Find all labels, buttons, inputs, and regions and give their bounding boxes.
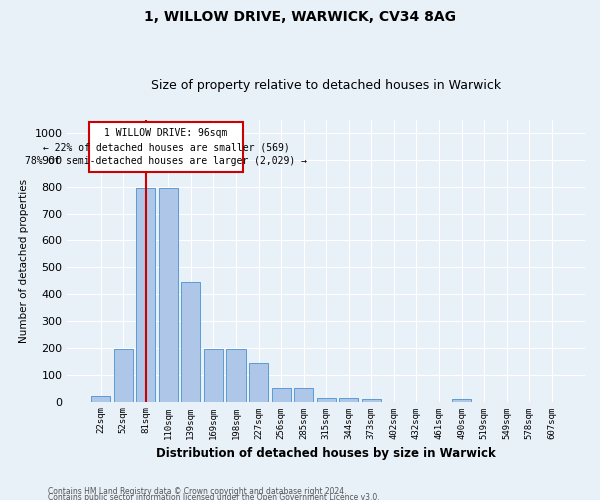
Bar	[181, 282, 200, 402]
Bar	[249, 363, 268, 402]
Bar	[136, 188, 155, 402]
Bar	[272, 388, 290, 402]
X-axis label: Distribution of detached houses by size in Warwick: Distribution of detached houses by size …	[157, 447, 496, 460]
Text: Contains HM Land Registry data © Crown copyright and database right 2024.: Contains HM Land Registry data © Crown c…	[48, 486, 347, 496]
Text: 1, WILLOW DRIVE, WARWICK, CV34 8AG: 1, WILLOW DRIVE, WARWICK, CV34 8AG	[144, 10, 456, 24]
Bar	[452, 399, 471, 402]
Bar	[158, 188, 178, 402]
Bar	[226, 349, 245, 402]
Bar	[204, 349, 223, 402]
Bar	[362, 399, 381, 402]
Bar	[294, 388, 313, 402]
FancyBboxPatch shape	[89, 122, 243, 172]
Text: 1 WILLOW DRIVE: 96sqm
← 22% of detached houses are smaller (569)
78% of semi-det: 1 WILLOW DRIVE: 96sqm ← 22% of detached …	[25, 128, 307, 166]
Text: Contains public sector information licensed under the Open Government Licence v3: Contains public sector information licen…	[48, 492, 380, 500]
Title: Size of property relative to detached houses in Warwick: Size of property relative to detached ho…	[151, 79, 501, 92]
Y-axis label: Number of detached properties: Number of detached properties	[19, 178, 29, 342]
Bar	[339, 398, 358, 402]
Bar	[113, 349, 133, 402]
Bar	[91, 396, 110, 402]
Bar	[317, 398, 336, 402]
